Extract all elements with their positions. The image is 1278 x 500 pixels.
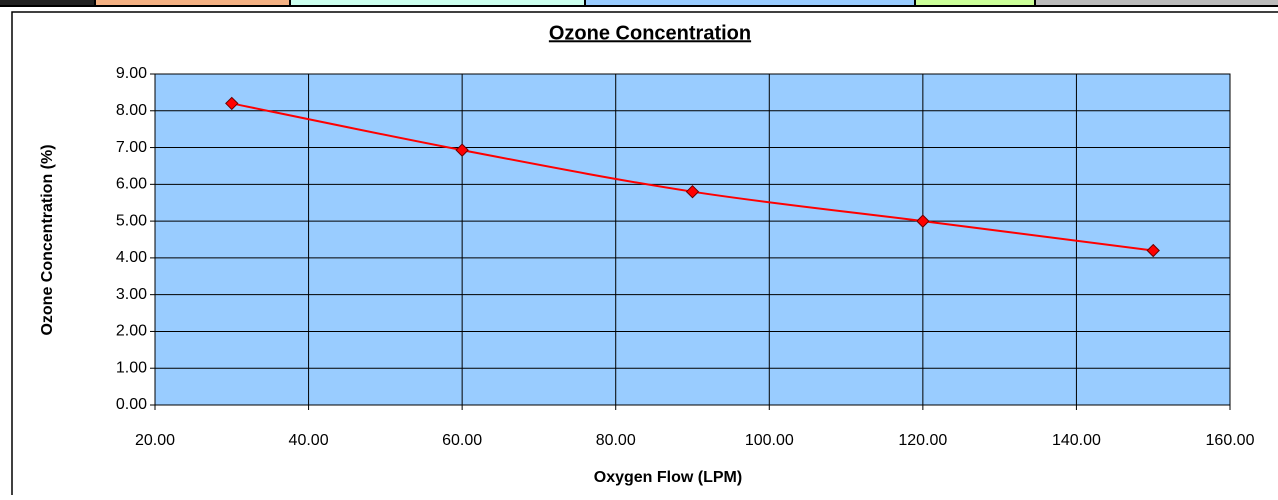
y-tick-label: 6.00 [116, 176, 147, 193]
x-tick-label: 40.00 [289, 432, 329, 449]
y-tick-label: 8.00 [116, 102, 147, 119]
y-tick-label: 9.00 [116, 65, 147, 82]
data-point [455, 143, 469, 157]
data-point [916, 214, 930, 228]
data-point [225, 96, 239, 111]
y-axis-title: Ozone Concentration (%) [39, 144, 56, 335]
chart-title: Ozone Concentration [549, 22, 751, 44]
y-tick-label: 5.00 [116, 212, 147, 229]
x-tick-label: 80.00 [596, 432, 636, 449]
data-point [1146, 243, 1160, 258]
x-tick-label: 20.00 [135, 432, 175, 449]
x-tick-label: 120.00 [898, 432, 947, 449]
y-tick-label: 4.00 [116, 249, 147, 266]
y-tick-label: 2.00 [116, 323, 147, 340]
y-tick-label: 3.00 [116, 286, 147, 303]
x-tick-label: 100.00 [745, 432, 794, 449]
x-tick-label: 60.00 [442, 432, 482, 449]
x-tick-label: 140.00 [1052, 432, 1101, 449]
x-axis-title: Oxygen Flow (LPM) [594, 469, 742, 486]
y-tick-label: 1.00 [116, 359, 147, 376]
y-tick-label: 0.00 [116, 396, 147, 413]
y-tick-label: 7.00 [116, 139, 147, 156]
x-tick-label: 160.00 [1206, 432, 1255, 449]
data-point [685, 184, 700, 199]
top-strip [0, 0, 1278, 7]
chart-frame [11, 11, 1278, 500]
